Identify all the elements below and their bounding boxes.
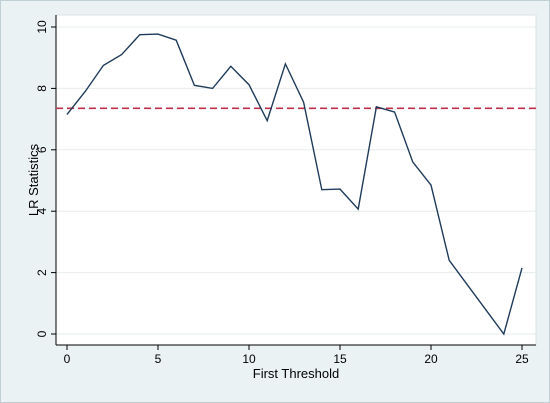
y-tick-label: 4 — [35, 208, 49, 215]
y-tick-label: 8 — [35, 85, 49, 92]
x-tick-label: 25 — [515, 352, 529, 366]
x-tick-label: 10 — [242, 352, 256, 366]
x-tick-label: 15 — [333, 352, 347, 366]
y-tick-label: 0 — [35, 330, 49, 337]
x-axis-title: First Threshold — [253, 366, 339, 381]
plot-area — [55, 14, 537, 346]
y-tick-label: 2 — [35, 269, 49, 276]
x-tick-label: 5 — [155, 352, 162, 366]
x-axis-ticks: 0 5 10 15 20 25 — [64, 345, 529, 366]
x-tick-label: 0 — [64, 352, 71, 366]
x-tick-label: 20 — [424, 352, 438, 366]
y-tick-label: 10 — [35, 20, 49, 34]
grid-lines — [56, 26, 536, 335]
series-group — [66, 33, 523, 336]
series-line — [66, 33, 523, 336]
y-tick-label: 6 — [35, 146, 49, 153]
y-axis-title: LR Statistics — [26, 143, 41, 216]
y-axis-ticks: 0 2 4 6 8 10 — [35, 20, 56, 337]
